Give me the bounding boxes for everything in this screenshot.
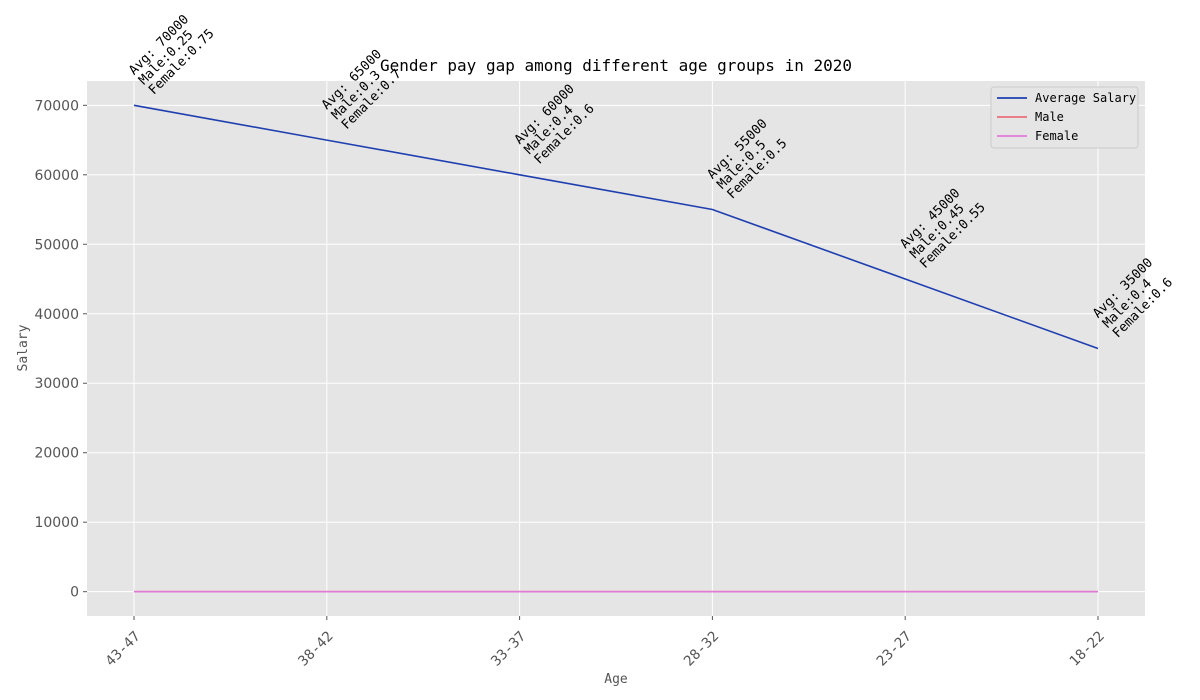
y-tick-label: 50000 [34,237,79,253]
legend-label: Female [1035,129,1078,143]
x-tick-label: 18-22 [1067,628,1108,669]
y-axis-label: Salary [16,324,31,371]
y-tick-label: 70000 [34,98,79,114]
y-tick-label: 0 [70,585,79,601]
y-tick-label: 10000 [34,515,79,531]
legend-frame [990,86,1139,149]
legend-label: Average Salary [1035,91,1136,105]
chart-title: Gender pay gap among different age group… [380,56,852,75]
x-tick-label: 33-37 [488,628,529,669]
x-tick-label: 43-47 [103,628,144,669]
y-tick-label: 30000 [34,376,79,392]
y-tick-label: 20000 [34,446,79,462]
plot-background [87,81,1145,616]
x-tick-label: 23-27 [874,628,915,669]
x-tick-label: 28-32 [681,628,722,669]
series-layer [133,104,1099,593]
series-line-average-salary [133,104,1099,350]
x-axis-label: Age [604,672,628,687]
y-tick-label: 40000 [34,307,79,323]
legend: Average Salary Male Female [990,86,1139,149]
y-tick-label: 60000 [34,168,79,184]
x-tick-label: 38-42 [295,628,336,669]
legend-label: Male [1035,110,1064,124]
